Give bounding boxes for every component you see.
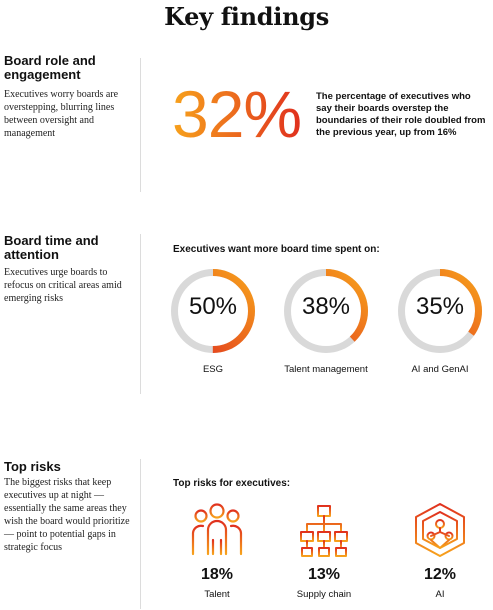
donut-value-esg: 50%	[188, 293, 238, 320]
ai-chip-icon	[415, 503, 465, 557]
donut-arc	[398, 269, 482, 353]
risk-value-supply-chain: 13%	[307, 566, 341, 583]
section-divider-3	[140, 459, 141, 609]
section-title-board-time: Board time and attention	[4, 233, 99, 262]
donut-arc	[284, 269, 368, 353]
board-time-heading: Executives want more board time spent on…	[173, 244, 380, 255]
donut-label-talent-management: Talent management	[284, 364, 368, 375]
top-risks-heading: Top risks for executives:	[173, 478, 291, 489]
section-divider-2	[140, 234, 141, 394]
donut-talent-management	[284, 269, 368, 353]
section-description-top-risks: The biggest risks that keep executives u…	[4, 477, 130, 553]
donut-ai-genai	[398, 269, 482, 353]
donut-value-talent-management: 38%	[301, 293, 351, 320]
donut-value-ai-genai: 35%	[415, 293, 465, 320]
section-divider-1	[140, 58, 141, 192]
board-overstep-description: The percentage of executives who say the…	[316, 91, 486, 138]
donut-label-esg: ESG	[202, 364, 224, 375]
section-description-board-role: Executives worry boards are overstepping…	[4, 89, 119, 139]
supply-chain-network-icon	[300, 505, 348, 557]
risk-label-talent: Talent	[204, 589, 230, 600]
risk-value-talent: 18%	[200, 566, 234, 583]
people-group-icon	[191, 503, 243, 556]
page-title: Key findings	[164, 2, 329, 31]
risk-label-supply-chain: Supply chain	[296, 589, 352, 600]
risk-label-ai: AI	[435, 589, 445, 600]
board-overstep-stat: 32%	[172, 77, 302, 151]
section-description-board-time: Executives urge boards to refocus on cri…	[4, 267, 122, 304]
section-title-top-risks: Top risks	[4, 459, 61, 474]
donut-esg	[171, 269, 255, 353]
donut-label-ai-genai: AI and GenAI	[411, 364, 469, 375]
section-title-board-role: Board role and engagement	[4, 53, 96, 82]
donut-arc	[171, 269, 255, 353]
risk-value-ai: 12%	[423, 566, 457, 583]
